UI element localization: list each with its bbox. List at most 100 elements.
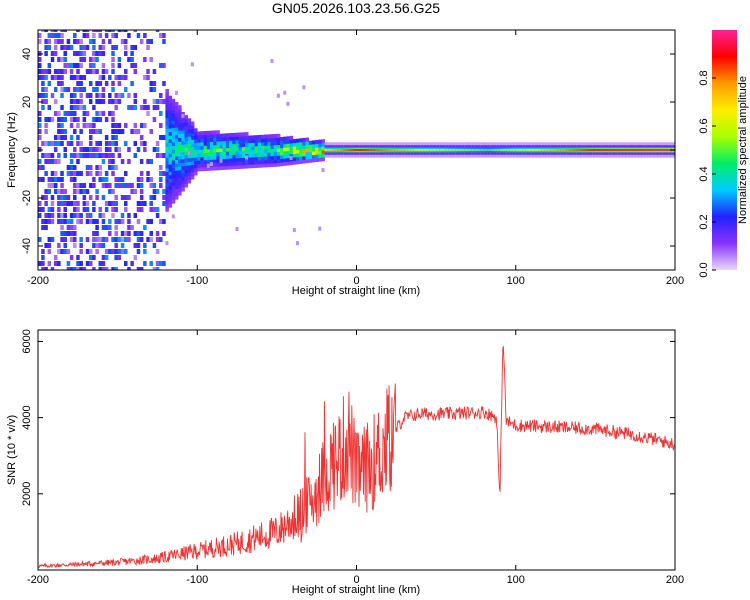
heatmap-cell [190, 164, 195, 169]
heatmap-cell [595, 149, 599, 151]
heatmap-cell [289, 143, 294, 148]
heatmap-cell [267, 163, 271, 168]
heatmap-cell [624, 149, 628, 151]
heatmap-cell [611, 149, 615, 151]
heatmap-cell [104, 249, 109, 254]
heatmap-cell [321, 157, 325, 162]
heatmap-cell [299, 138, 303, 143]
heatmap-cell [95, 231, 99, 236]
heatmap-cell [280, 144, 284, 149]
heatmap-cell [66, 63, 71, 68]
heatmap-cell [362, 149, 367, 151]
heatmap-cell [659, 149, 663, 151]
heatmap-cell [165, 175, 169, 180]
heatmap-cell [184, 136, 189, 141]
heatmap-cell [79, 213, 83, 218]
colorbar: 0.00.20.40.60.8 Normalized spectral ampl… [698, 30, 749, 278]
heatmap-cell [57, 141, 61, 146]
snr-series [38, 345, 675, 569]
heatmap-cell [276, 93, 280, 98]
top-y-tick-label: -20 [21, 190, 33, 206]
heatmap-cell [222, 165, 227, 170]
heatmap-cell [53, 177, 58, 182]
heatmap-cell [79, 45, 83, 50]
heatmap-cell [114, 255, 118, 260]
heatmap-cell [101, 159, 106, 164]
heatmap-cell [38, 117, 42, 122]
heatmap-cell [60, 45, 64, 50]
heatmap-cell [165, 241, 169, 246]
heatmap-cell [152, 105, 157, 110]
heatmap-cell [181, 165, 185, 170]
heatmap-cell [114, 195, 118, 200]
heatmap-cell [209, 152, 214, 157]
heatmap-cell [120, 93, 125, 98]
heatmap-cell [165, 139, 169, 144]
heatmap-cell [168, 120, 173, 125]
heatmap-cell [44, 51, 48, 56]
heatmap-cell [82, 195, 87, 200]
heatmap-cell [88, 183, 93, 188]
heatmap-cell [133, 129, 138, 134]
heatmap-cell [155, 237, 160, 242]
heatmap-cell [171, 170, 176, 175]
heatmap-cell [95, 30, 99, 32]
heatmap-cell [88, 39, 93, 44]
heatmap-cell [159, 165, 163, 170]
heatmap-cell [47, 33, 52, 38]
heatmap-cell [273, 162, 278, 167]
heatmap-cell [117, 57, 122, 62]
heatmap-cell [168, 102, 173, 107]
heatmap-cell [69, 231, 74, 236]
heatmap-cell [88, 99, 93, 104]
heatmap-cell [76, 153, 80, 158]
heatmap-cell [82, 153, 87, 158]
heatmap-cell [646, 149, 650, 151]
heatmap-cell [41, 225, 45, 230]
heatmap-cell [117, 63, 122, 68]
heatmap-cell [184, 129, 189, 134]
heatmap-cell [267, 141, 271, 146]
heatmap-cell [662, 149, 666, 151]
heatmap-cell [617, 149, 621, 151]
heatmap-cell [60, 171, 64, 176]
heatmap-cell [238, 161, 243, 166]
heatmap-cell [79, 219, 83, 224]
heatmap-cell [219, 137, 224, 142]
heatmap-cell [63, 57, 67, 62]
heatmap-cell [174, 148, 179, 153]
heatmap-cell [270, 159, 275, 164]
heatmap-cell [232, 132, 236, 137]
heatmap-cell [139, 105, 144, 110]
heatmap-cell [38, 159, 42, 164]
heatmap-cell [257, 163, 262, 168]
heatmap-cell [178, 180, 182, 185]
heatmap-cell [66, 219, 71, 224]
heatmap-cell [162, 99, 166, 104]
heatmap-cell [251, 142, 255, 147]
heatmap-cell [111, 135, 115, 140]
heatmap-cell [88, 141, 93, 146]
heatmap-cell [649, 149, 653, 151]
heatmap-cell [273, 144, 278, 149]
heatmap-cell [73, 237, 77, 242]
heatmap-cell [174, 109, 179, 114]
heatmap-cell [159, 63, 163, 68]
heatmap-cell [60, 177, 64, 182]
heatmap-cell [120, 231, 125, 236]
heatmap-cell [273, 148, 278, 153]
heatmap-cell [181, 180, 185, 185]
heatmap-cell [178, 155, 182, 160]
heatmap-cell [44, 93, 48, 98]
heatmap-cell [168, 196, 173, 201]
heatmap-cell [60, 249, 64, 254]
bottom-y-axis-label: SNR (10 * v/v) [6, 415, 18, 485]
heatmap-cell [219, 133, 224, 138]
heatmap-cell [76, 30, 80, 32]
heatmap-cell [95, 243, 99, 248]
heatmap-cell [174, 174, 179, 179]
heatmap-cell [251, 149, 255, 154]
heatmap-cell [123, 45, 128, 50]
heatmap-cell [222, 147, 227, 152]
heatmap-cell [149, 261, 153, 266]
